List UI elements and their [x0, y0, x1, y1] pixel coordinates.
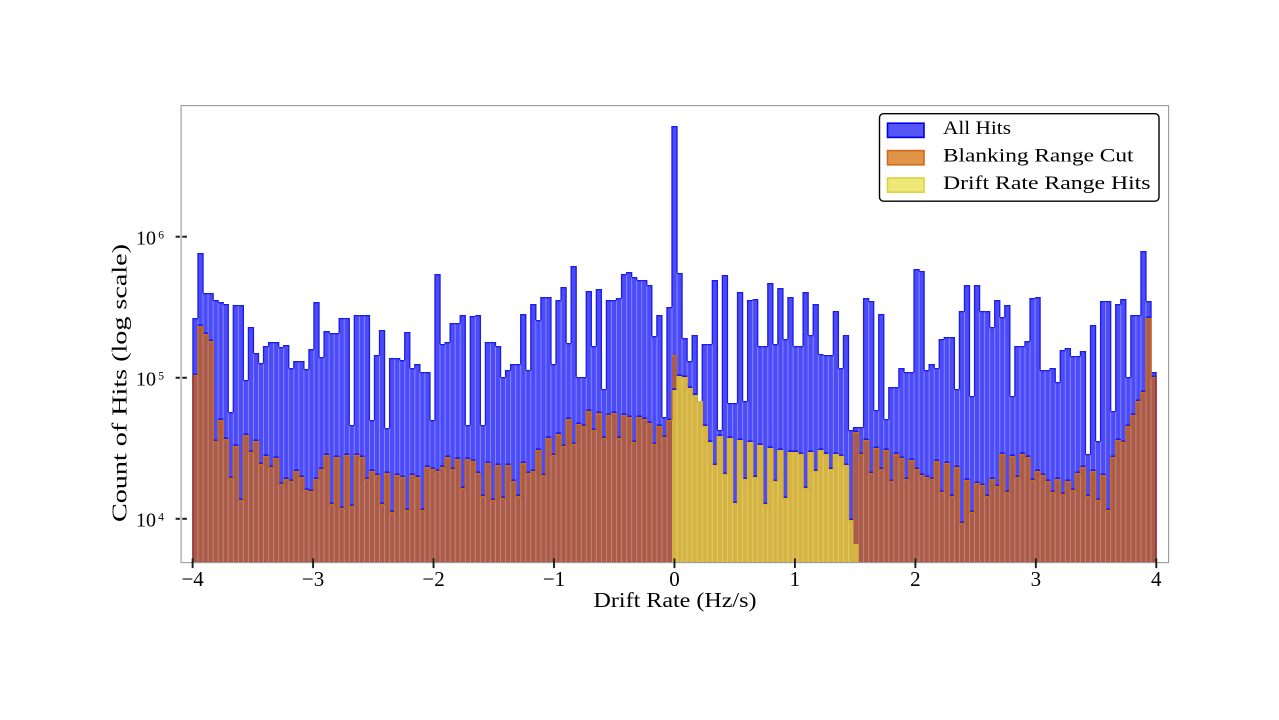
svg-text:−3: −3 — [302, 567, 324, 591]
svg-text:0: 0 — [669, 567, 680, 591]
svg-text:Drift Rate Range Hits: Drift Rate Range Hits — [943, 173, 1151, 194]
svg-text:2: 2 — [910, 567, 921, 591]
svg-text:−1: −1 — [543, 567, 565, 591]
svg-text:4: 4 — [158, 512, 164, 524]
svg-text:10: 10 — [136, 510, 156, 532]
svg-text:10: 10 — [136, 368, 156, 390]
svg-text:Count of Hits (log scale): Count of Hits (log scale) — [108, 244, 132, 522]
svg-text:1: 1 — [790, 567, 801, 591]
svg-text:−2: −2 — [422, 567, 444, 591]
svg-text:All Hits: All Hits — [943, 118, 1011, 139]
svg-text:Drift Rate (Hz/s): Drift Rate (Hz/s) — [594, 588, 757, 612]
svg-text:−4: −4 — [181, 567, 204, 591]
svg-text:Blanking Range Cut: Blanking Range Cut — [943, 145, 1134, 166]
svg-text:6: 6 — [158, 230, 164, 242]
svg-text:10: 10 — [136, 227, 156, 249]
svg-text:5: 5 — [158, 371, 164, 383]
svg-text:3: 3 — [1031, 567, 1042, 591]
svg-text:4: 4 — [1151, 567, 1162, 591]
